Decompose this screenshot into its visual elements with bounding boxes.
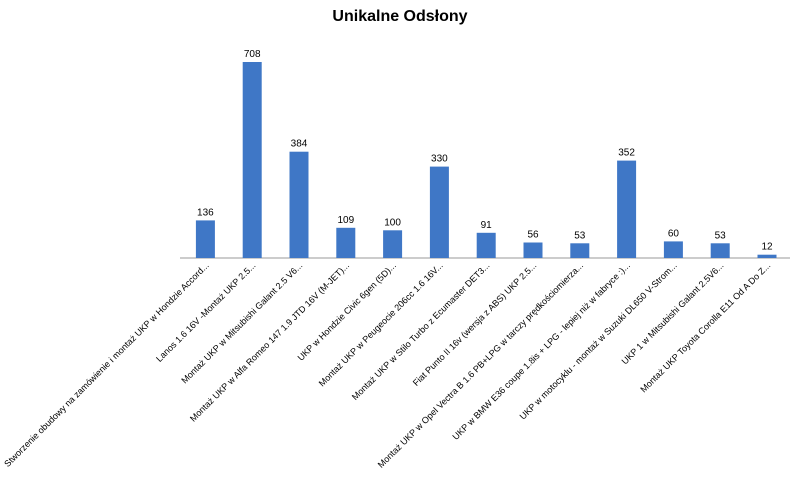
- category-label: UKP w Hondzie Civic 6gen (5D)...: [296, 260, 398, 362]
- category-label: UKP w BMW E36 coupe 1.8is + LPG - lepiej…: [451, 260, 633, 442]
- data-label: 53: [574, 230, 586, 241]
- chart-title: Unikalne Odsłony: [332, 8, 467, 25]
- data-label: 109: [337, 215, 354, 226]
- category-label: Stworzenie obudowy na zamówienie i monta…: [2, 260, 211, 469]
- bar: [757, 254, 777, 258]
- category-labels-group: Stworzenie obudowy na zamówienie i monta…: [2, 260, 772, 469]
- bar: [570, 243, 590, 258]
- data-label: 708: [244, 49, 261, 60]
- bar: [476, 232, 496, 258]
- bar: [289, 151, 309, 258]
- bar: [336, 227, 356, 258]
- data-label: 352: [618, 148, 635, 159]
- bar: [663, 241, 683, 258]
- data-label: 384: [291, 139, 308, 150]
- data-label: 136: [197, 207, 214, 218]
- bar: [383, 230, 403, 258]
- bar: [242, 62, 262, 258]
- bar: [195, 220, 215, 258]
- data-label: 100: [384, 217, 401, 228]
- data-label: 12: [761, 242, 773, 253]
- bar: [523, 242, 543, 258]
- category-label: Lanos 1.6 16V -Montaż UKP 2.5...: [154, 260, 258, 364]
- data-label: 56: [527, 230, 539, 241]
- bar: [429, 166, 449, 258]
- data-label: 330: [431, 154, 448, 165]
- data-labels-group: 136 708 384 109 100 330 91 56 53 352 60 53 12: [197, 49, 773, 253]
- bars-group: [195, 62, 777, 258]
- bar: [617, 160, 637, 258]
- data-label: 53: [715, 230, 727, 241]
- category-label: UKP 1 w Mitsubishi Galant 2.5V6...: [620, 260, 726, 366]
- category-label: UKP w motocyklu - montaż w Suzuki DL650 …: [518, 260, 679, 421]
- data-label: 91: [481, 220, 493, 231]
- category-label: Montaż UKP w Alfa Romeo 147 1.9 JTD 16V …: [188, 260, 351, 423]
- data-label: 60: [668, 228, 680, 239]
- bar: [710, 243, 730, 258]
